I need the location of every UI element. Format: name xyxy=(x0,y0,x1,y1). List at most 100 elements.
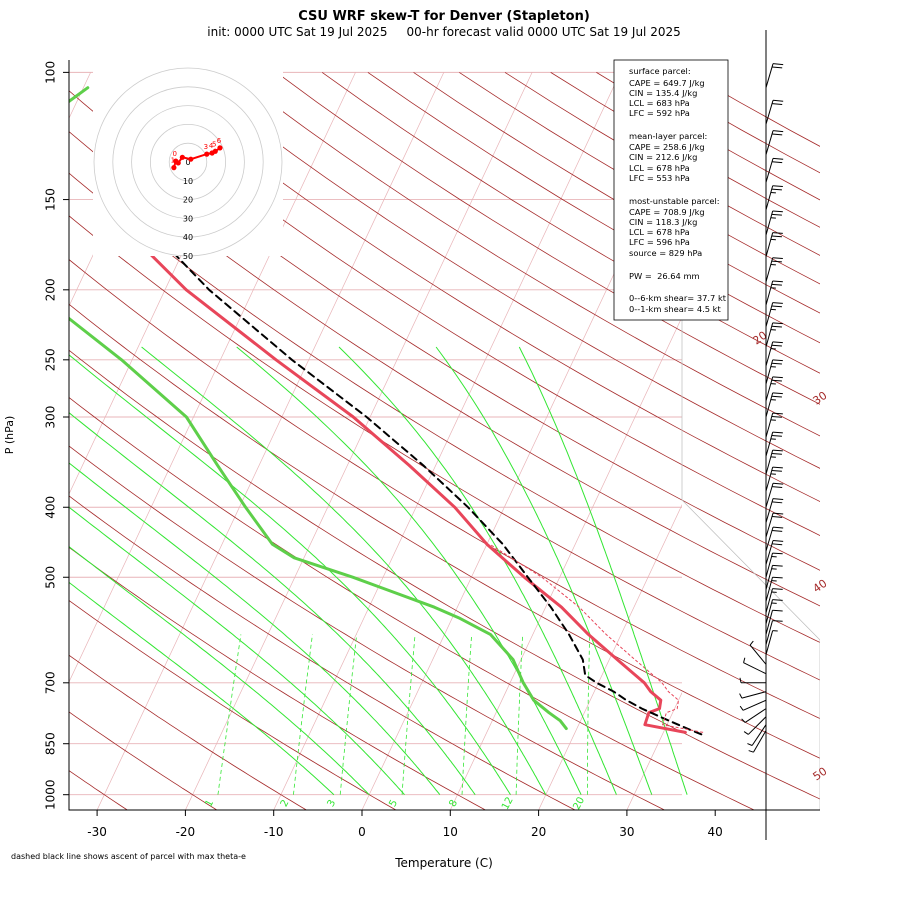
temperature-tick-label: -30 xyxy=(87,825,107,839)
temperature-tick-label: 0 xyxy=(358,825,366,839)
plot-frame xyxy=(68,60,820,811)
chart-subtitle: init: 0000 UTC Sat 19 Jul 2025 00-hr for… xyxy=(207,25,680,39)
moist-adiabat-line xyxy=(338,346,617,795)
dry-adiabat-line xyxy=(69,711,218,810)
dry-adiabat-line xyxy=(69,215,820,681)
wind-barb xyxy=(765,630,778,655)
mixing-ratio-line xyxy=(339,634,358,795)
temperature-tick-label: -10 xyxy=(264,825,284,839)
wind-barb xyxy=(765,359,783,385)
mixing-ratio-label: 8 xyxy=(447,798,460,809)
pressure-tick-label: 100 xyxy=(44,61,58,84)
wind-barb xyxy=(765,526,784,552)
mu-cape: CAPE = 708.9 J/kg xyxy=(629,207,705,217)
moist-adiabat-line xyxy=(69,581,335,796)
hodograph-point xyxy=(188,156,194,162)
wind-barb xyxy=(765,130,784,155)
wind-barb xyxy=(765,620,783,645)
hodograph-point-label: 1 xyxy=(171,157,175,165)
isotherm-line xyxy=(185,72,533,810)
ml-lcl: LCL = 678 hPa xyxy=(629,163,690,173)
wind-barbs xyxy=(739,63,784,753)
pressure-tick-label: 400 xyxy=(44,496,58,519)
pressure-tick-label: 1000 xyxy=(44,779,58,810)
wind-barb xyxy=(765,564,783,590)
pressure-tick-label: 250 xyxy=(44,348,58,371)
pressure-tick-label: 150 xyxy=(44,188,58,211)
hodograph-point xyxy=(217,145,223,151)
dry-adiabat-line xyxy=(69,546,486,810)
hodograph-point xyxy=(179,154,185,160)
wind-barb xyxy=(765,412,783,438)
parcel-info-box: surface parcel: CAPE = 649.7 J/kg CIN = … xyxy=(613,59,729,321)
isotherm-label: 40 xyxy=(811,577,830,596)
mixing-ratio-line xyxy=(401,634,416,795)
hodograph-ring-label: 30 xyxy=(183,214,193,223)
wind-barb xyxy=(747,724,767,746)
moist-adiabat-line xyxy=(69,354,511,795)
hodograph-point-label: 5 xyxy=(212,140,216,148)
hodograph-point-label: 6 xyxy=(217,137,222,145)
dry-adiabat-line xyxy=(139,72,820,502)
wind-barb xyxy=(748,730,767,753)
wind-barb xyxy=(765,552,783,578)
wind-barb xyxy=(765,322,783,348)
isotherm-line xyxy=(449,316,682,810)
mixing-ratio-label: 12 xyxy=(500,795,516,811)
wind-barb xyxy=(765,280,783,306)
isotherm-label: 30 xyxy=(811,389,830,408)
pressure-tick-label: 500 xyxy=(44,566,58,589)
dry-adiabat-line xyxy=(276,72,820,405)
wind-barb xyxy=(765,512,784,538)
shear-0-1km: 0--1-km shear= 4.5 kt xyxy=(629,304,721,314)
hodograph-ring xyxy=(149,124,226,200)
mixing-ratio-label: 3 xyxy=(326,798,339,809)
moist-adiabat-line xyxy=(69,462,441,795)
hodograph-ring-label: 0 xyxy=(185,158,190,167)
temperature-tick-label: 30 xyxy=(619,825,634,839)
isotherm-line xyxy=(804,72,900,810)
x-axis-label: Temperature (C) xyxy=(394,856,493,870)
wind-barb xyxy=(765,431,783,457)
mu-title: most-unstable parcel: xyxy=(629,196,720,206)
hodograph-ring xyxy=(112,86,264,238)
wind-barb xyxy=(765,466,783,492)
moist-adiabat-line xyxy=(518,346,688,795)
moist-adiabat-line xyxy=(69,506,405,796)
dry-adiabat-line xyxy=(184,72,820,469)
ml-cin: CIN = 212.6 J/kg xyxy=(629,152,697,162)
temperature-tick-label: 40 xyxy=(708,825,723,839)
wind-barb xyxy=(765,498,784,523)
wind-barb xyxy=(765,449,783,475)
dry-adiabat-line xyxy=(69,303,820,759)
dry-adiabat-line xyxy=(321,72,820,374)
pressure-tick-label: 300 xyxy=(44,406,58,429)
hodograph-point-label: 4 xyxy=(209,142,214,150)
hodograph-point xyxy=(204,151,210,157)
dry-adiabat-line xyxy=(93,72,820,536)
dry-adiabat-line xyxy=(69,90,820,571)
pressure-tick-label: 700 xyxy=(44,671,58,694)
mixing-ratio-label: 20 xyxy=(571,795,587,811)
wind-barb xyxy=(739,699,767,711)
ml-lfc: LFC = 553 hPa xyxy=(629,173,690,183)
parcel-trace xyxy=(126,198,703,736)
hodograph-ring xyxy=(168,142,208,182)
temperature-tick-label: -20 xyxy=(176,825,196,839)
moist-adiabat-line xyxy=(141,346,547,795)
wind-barb xyxy=(765,392,783,418)
wind-barb xyxy=(743,657,767,675)
dry-adiabat-line xyxy=(69,259,820,720)
mixing-ratio-line xyxy=(587,634,591,795)
sfc-title: surface parcel: xyxy=(629,66,691,76)
wind-barb xyxy=(765,185,783,210)
mu-lfc: LFC = 596 hPa xyxy=(629,237,690,247)
wind-barb xyxy=(765,609,783,635)
isotherm-line xyxy=(892,72,900,810)
wind-barb xyxy=(743,716,767,735)
temperature-tick-label: 20 xyxy=(531,825,546,839)
wind-barb xyxy=(765,302,783,327)
precipitable-water: PW = 26.64 mm xyxy=(629,271,700,281)
ml-title: mean-layer parcel: xyxy=(629,131,707,141)
